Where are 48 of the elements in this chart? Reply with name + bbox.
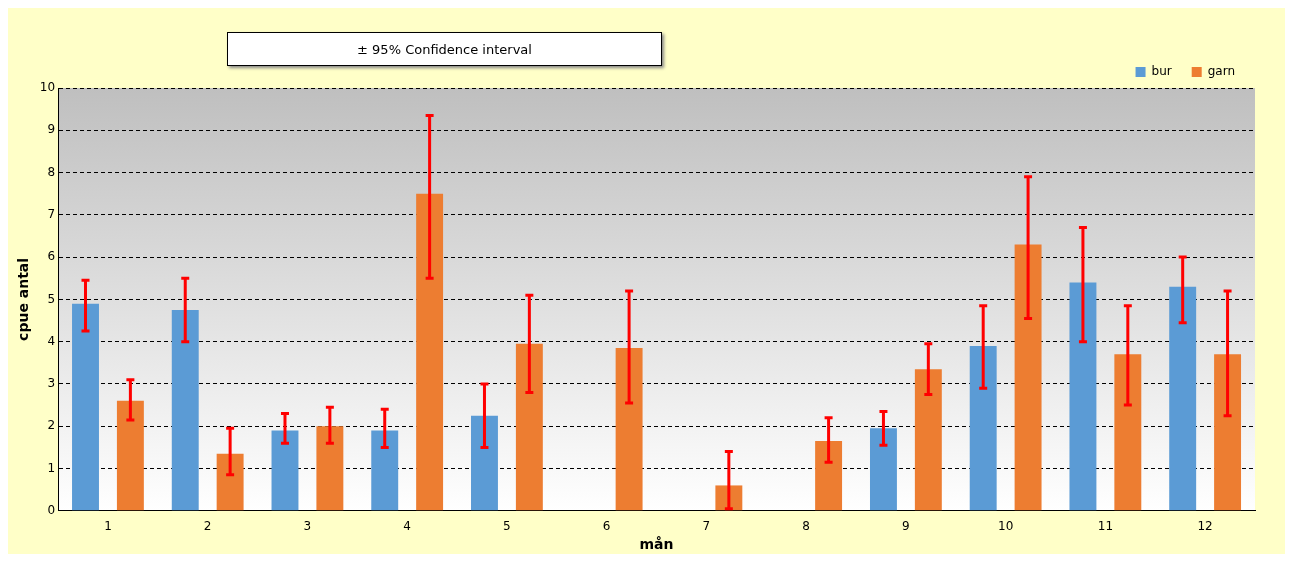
x-tick-label: 2 bbox=[203, 519, 212, 534]
bar bbox=[1114, 354, 1142, 511]
y-tick-label: 5 bbox=[47, 291, 56, 306]
x-tick-label: 6 bbox=[602, 519, 611, 534]
x-tick-label: 7 bbox=[702, 519, 711, 534]
x-tick-label: 1 bbox=[104, 519, 112, 534]
bar bbox=[1169, 286, 1197, 511]
x-axis-title: mån bbox=[639, 536, 674, 553]
x-tick-label: 10 bbox=[998, 519, 1014, 534]
y-tick-label: 2 bbox=[47, 418, 56, 433]
bar bbox=[515, 343, 543, 511]
x-tick-label: 12 bbox=[1197, 519, 1213, 534]
bar bbox=[1014, 244, 1042, 511]
bar bbox=[1069, 282, 1097, 511]
y-axis-title: cpue antal bbox=[15, 257, 32, 341]
bar bbox=[216, 453, 244, 511]
y-tick-label: 6 bbox=[47, 249, 56, 264]
bar bbox=[371, 430, 399, 511]
bar bbox=[471, 415, 498, 511]
bar bbox=[116, 400, 144, 511]
text: ± 95% Confidence interval bbox=[227, 32, 662, 66]
x-tick-label: 4 bbox=[403, 519, 411, 534]
bar bbox=[914, 369, 942, 511]
y-tick-label: 3 bbox=[47, 376, 56, 391]
bar bbox=[416, 193, 444, 511]
y-tick-label: 7 bbox=[47, 206, 56, 221]
bar bbox=[316, 426, 344, 511]
x-tick-label: 9 bbox=[902, 519, 910, 534]
bar bbox=[815, 441, 843, 511]
x-tick-label: 5 bbox=[503, 519, 511, 534]
legend-label: garn bbox=[1207, 64, 1236, 79]
y-tick-label: 9 bbox=[47, 122, 56, 137]
y-tick-label: 8 bbox=[47, 164, 56, 179]
y-tick-label: 0 bbox=[47, 502, 56, 517]
y-tick-label: 10 bbox=[39, 80, 56, 95]
y-tick-label: 4 bbox=[47, 333, 56, 348]
x-tick-label: 3 bbox=[303, 519, 312, 534]
legend-label: bur bbox=[1151, 64, 1172, 79]
bar bbox=[72, 303, 99, 511]
bar bbox=[869, 428, 897, 511]
bar bbox=[1214, 354, 1242, 511]
x-tick-label: 8 bbox=[802, 519, 810, 534]
bar bbox=[615, 348, 643, 511]
bar bbox=[969, 345, 997, 511]
y-tick-label: 1 bbox=[47, 460, 56, 475]
bar bbox=[171, 309, 199, 511]
x-tick-label: 11 bbox=[1097, 519, 1114, 534]
bar bbox=[271, 430, 299, 511]
